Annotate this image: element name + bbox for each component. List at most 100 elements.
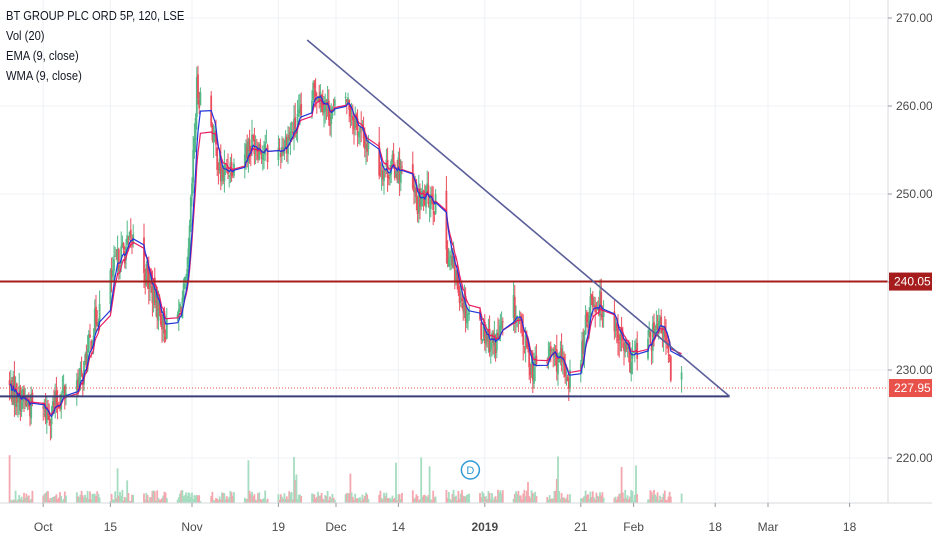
volume-bar xyxy=(63,491,66,503)
candle-body xyxy=(150,280,153,285)
volume-bar xyxy=(288,491,291,503)
candle-body xyxy=(459,299,462,301)
candle-body xyxy=(534,357,537,366)
candle-body xyxy=(192,149,195,183)
candle-body xyxy=(615,322,618,329)
candle-body xyxy=(278,147,281,150)
volume-bar xyxy=(253,494,256,503)
volume-bar xyxy=(613,497,616,503)
candle-body xyxy=(582,339,585,354)
candle-body xyxy=(198,99,201,109)
candle-body xyxy=(450,255,453,258)
candle-body xyxy=(600,292,603,311)
volume-bar xyxy=(116,468,119,503)
candle-body xyxy=(395,171,397,178)
volume-bar xyxy=(229,490,232,503)
candle-body xyxy=(128,231,131,238)
candle-body xyxy=(625,341,628,350)
candle-body xyxy=(649,331,652,344)
candle-body xyxy=(231,174,234,176)
candle-body xyxy=(87,334,90,352)
volume-bar xyxy=(456,500,459,503)
volume-bar xyxy=(42,495,45,503)
candle-body xyxy=(77,379,79,393)
legend-ema[interactable]: EMA (9, close) xyxy=(6,48,79,63)
candle-body xyxy=(79,368,82,378)
legend-wma[interactable]: WMA (9, close) xyxy=(6,68,82,83)
candle-body xyxy=(415,187,418,197)
volume-bar xyxy=(349,473,352,503)
volume-bar xyxy=(182,495,185,503)
volume-bar xyxy=(157,498,160,503)
candle-body xyxy=(257,148,259,159)
x-tick-label: 2019 xyxy=(471,520,498,534)
candle-body xyxy=(149,281,151,288)
candle-body xyxy=(59,407,61,409)
volume-bar xyxy=(623,498,625,503)
volume-bar xyxy=(123,496,126,503)
volume-bar xyxy=(602,497,605,503)
volume-bar xyxy=(331,493,334,503)
volume-bar xyxy=(452,489,455,503)
volume-bar xyxy=(668,491,671,503)
volume-bar xyxy=(533,494,535,503)
volume-bar xyxy=(489,498,492,503)
candle-body xyxy=(411,164,414,189)
candle-body xyxy=(528,346,531,368)
candle-body xyxy=(491,333,493,341)
candle-body xyxy=(650,346,653,351)
volume-bar xyxy=(282,498,285,503)
legend-symbol[interactable]: BT GROUP PLC ORD 5P, 120, LSE xyxy=(6,8,185,23)
volume-bar xyxy=(8,455,11,503)
candle-body xyxy=(451,255,454,266)
x-tick-label: 18 xyxy=(709,520,723,534)
volume-bar xyxy=(399,499,402,503)
volume-bar xyxy=(396,500,399,503)
volume-bar xyxy=(18,495,21,503)
candle-body xyxy=(464,296,467,322)
candle-body xyxy=(252,135,255,139)
volume-bar xyxy=(247,460,250,503)
volume-bar xyxy=(398,494,401,503)
candle-body xyxy=(531,364,534,381)
legend-volume[interactable]: Vol (20) xyxy=(6,28,45,43)
volume-bar xyxy=(414,497,417,503)
candle-body xyxy=(109,270,112,305)
candle-body xyxy=(297,109,300,114)
volume-bar xyxy=(300,495,303,503)
candle-body xyxy=(19,387,22,411)
candle-body xyxy=(595,308,598,311)
candle-body xyxy=(631,352,634,359)
candle-body xyxy=(57,407,60,409)
candle-body xyxy=(434,194,437,215)
candle-body xyxy=(654,328,657,335)
candle-body xyxy=(396,173,399,180)
volume-bar xyxy=(113,499,115,503)
volume-bar xyxy=(227,499,229,503)
candle-body xyxy=(383,170,385,182)
candle-body xyxy=(486,333,489,341)
candle-body xyxy=(462,303,465,312)
volume-bar xyxy=(50,498,53,503)
candle-body xyxy=(264,143,267,155)
candle-body xyxy=(656,325,659,330)
volume-bar xyxy=(561,497,564,503)
y-tick-label: 260.00 xyxy=(896,99,932,113)
candle-body xyxy=(187,248,190,268)
candle-body xyxy=(185,276,187,280)
volume-bar xyxy=(311,493,313,503)
resistance-badge-bg xyxy=(889,272,932,291)
candle-body xyxy=(193,137,196,153)
volume-bar xyxy=(177,497,180,503)
volume-bar xyxy=(11,500,13,503)
volume-bar xyxy=(348,493,351,503)
candle-body xyxy=(445,190,448,250)
x-tick-label: 21 xyxy=(574,520,588,534)
volume-bar xyxy=(176,499,179,503)
candle-body xyxy=(517,318,520,321)
volume-bar xyxy=(524,496,527,503)
candle-body xyxy=(468,313,471,315)
candle-body xyxy=(367,142,370,150)
candle-body xyxy=(223,164,226,181)
